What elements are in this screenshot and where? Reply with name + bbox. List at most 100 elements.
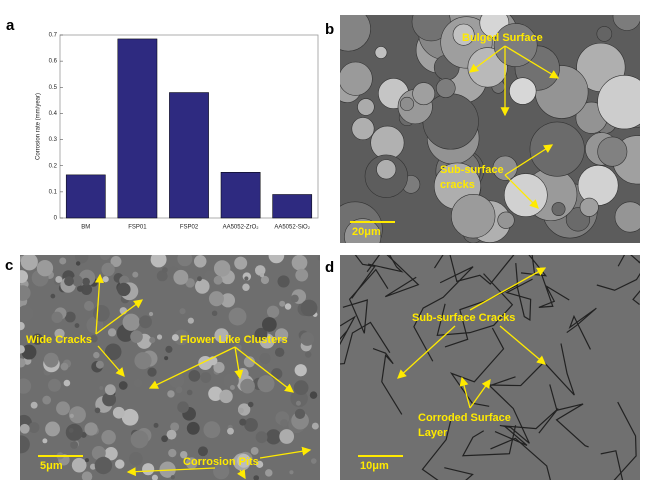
texture xyxy=(293,380,309,396)
texture xyxy=(340,15,371,52)
bar xyxy=(272,194,313,219)
texture xyxy=(51,311,63,324)
texture xyxy=(20,285,31,301)
texture xyxy=(488,376,530,444)
texture xyxy=(94,456,113,475)
texture xyxy=(242,283,250,291)
texture xyxy=(30,401,38,409)
texture xyxy=(399,96,414,111)
texture xyxy=(99,385,104,390)
texture xyxy=(170,475,175,480)
texture xyxy=(237,454,251,468)
texture xyxy=(133,378,143,388)
texture xyxy=(461,425,517,457)
texture xyxy=(122,313,140,331)
texture xyxy=(101,262,115,277)
texture xyxy=(244,276,249,281)
texture xyxy=(597,75,640,130)
texture xyxy=(74,255,89,264)
texture xyxy=(436,273,514,336)
scale-label: 20μm xyxy=(352,226,381,238)
texture xyxy=(549,384,589,448)
arrow xyxy=(97,345,125,377)
texture xyxy=(149,337,156,344)
texture xyxy=(75,261,81,266)
texture xyxy=(509,77,537,105)
texture xyxy=(185,457,198,470)
texture xyxy=(150,255,167,268)
texture xyxy=(45,421,61,437)
texture xyxy=(340,61,373,96)
texture xyxy=(173,329,190,346)
texture xyxy=(229,385,235,390)
texture xyxy=(151,474,158,480)
texture xyxy=(177,401,189,413)
texture xyxy=(467,47,508,88)
texture xyxy=(310,458,317,464)
texture xyxy=(351,255,376,299)
texture xyxy=(265,469,273,477)
texture xyxy=(185,278,195,288)
texture xyxy=(203,421,221,439)
panel-label: a xyxy=(6,17,15,34)
texture xyxy=(291,255,308,271)
bar xyxy=(65,174,106,219)
scale-label: 5μm xyxy=(40,460,63,472)
arrow xyxy=(459,376,471,409)
arrow xyxy=(468,45,506,73)
texture xyxy=(50,293,56,299)
texture xyxy=(411,15,451,42)
texture xyxy=(366,255,404,273)
bar xyxy=(117,38,158,219)
texture xyxy=(274,347,285,358)
annotation: Layer xyxy=(418,427,448,439)
arrow xyxy=(148,346,236,389)
arrow xyxy=(504,45,560,79)
texture xyxy=(259,273,265,278)
texture xyxy=(148,311,154,317)
texture xyxy=(74,323,80,328)
texture xyxy=(188,370,201,382)
texture xyxy=(76,285,84,292)
texture xyxy=(309,391,318,399)
texture xyxy=(433,255,515,285)
texture xyxy=(374,46,388,59)
texture xyxy=(165,345,173,353)
annotation: Flower Like Clusters xyxy=(180,334,288,346)
texture xyxy=(600,450,624,480)
texture xyxy=(68,406,86,424)
texture xyxy=(213,260,231,277)
texture xyxy=(254,327,268,341)
texture xyxy=(139,315,152,329)
texture xyxy=(497,211,515,229)
texture xyxy=(290,294,299,303)
arrow xyxy=(504,144,554,176)
texture xyxy=(254,265,266,276)
texture xyxy=(237,407,244,414)
texture xyxy=(170,422,180,432)
texture xyxy=(81,471,93,480)
texture xyxy=(493,23,538,67)
texture xyxy=(102,392,117,407)
texture xyxy=(340,315,357,346)
texture xyxy=(412,82,436,106)
texture xyxy=(84,458,89,463)
texture xyxy=(295,268,309,282)
texture xyxy=(344,218,382,243)
y-tick-label: 0.4 xyxy=(49,111,58,117)
texture xyxy=(384,255,420,298)
y-tick-label: 0.3 xyxy=(49,137,58,143)
arrow xyxy=(469,267,547,311)
texture xyxy=(107,328,117,337)
texture xyxy=(179,308,186,315)
texture xyxy=(208,386,223,401)
arrow xyxy=(94,273,105,335)
texture xyxy=(21,344,37,360)
y-tick-label: 0 xyxy=(54,216,58,222)
arrow xyxy=(469,378,491,409)
texture xyxy=(93,351,100,359)
texture xyxy=(104,343,122,361)
texture xyxy=(20,345,25,354)
texture xyxy=(490,437,551,480)
texture xyxy=(167,390,175,398)
